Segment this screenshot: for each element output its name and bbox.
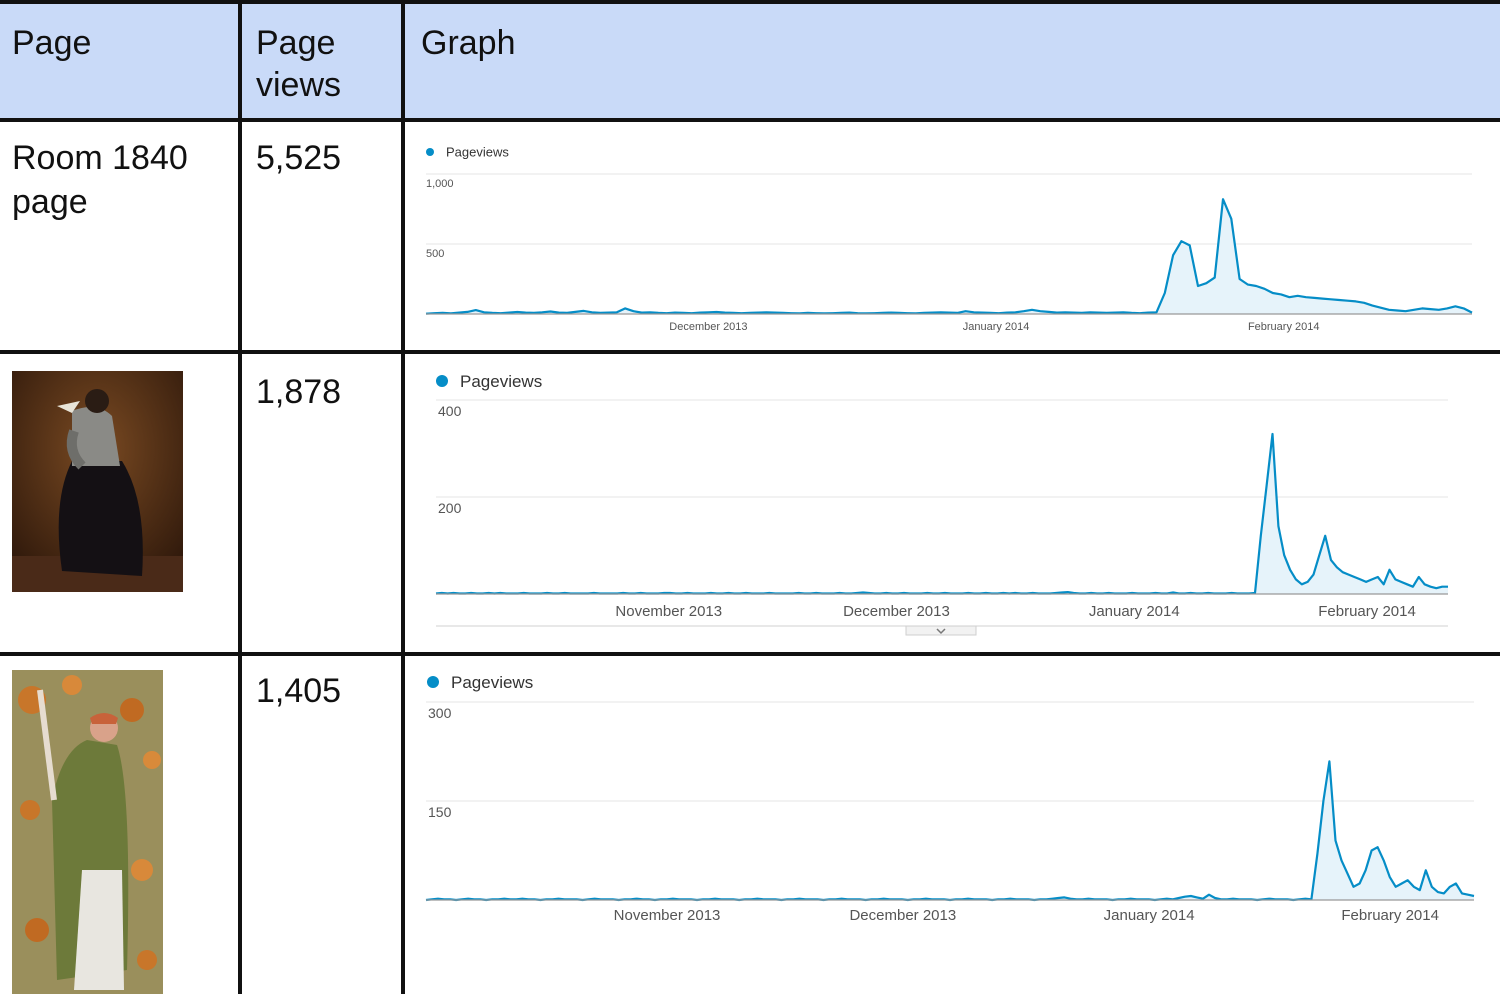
table-header: [0, 0, 1500, 120]
column-header-page-views: Page views: [256, 24, 342, 104]
x-tick-label: December 2013: [849, 907, 956, 924]
y-tick-label: 300: [428, 705, 452, 721]
x-tick-label: November 2013: [615, 603, 722, 620]
table-border-header: [0, 118, 1500, 122]
legend-dot: [427, 676, 439, 688]
x-tick-label: January 2014: [1089, 603, 1180, 620]
y-tick-label: 500: [426, 248, 444, 260]
x-tick-label: February 2014: [1248, 321, 1320, 333]
row-2-pageviews-chart: 400 200 November 2013 December 2013 January …: [430, 368, 1460, 636]
row-3-thumbnail[interactable]: [12, 670, 163, 994]
row-3-pageviews-chart: 300 150 November 2013 December 2013 January …: [420, 668, 1480, 930]
y-tick-label: 400: [438, 403, 462, 419]
x-tick-label: January 2014: [963, 321, 1030, 333]
row-1-page-views: 5,525: [256, 139, 342, 177]
pageviews-series-line: [435, 432, 1448, 595]
pageviews-chart-svg: 400 200 November 2013 December 2013 January …: [435, 372, 1448, 636]
legend-dot: [426, 148, 434, 156]
pageviews-series-line: [425, 198, 1473, 315]
chevron-down-icon: [936, 628, 946, 635]
chart-expand-handle: [905, 625, 977, 636]
painting-woman-green-shawl: [12, 670, 163, 994]
legend-label: Pageviews: [446, 145, 509, 160]
legend-dot: [436, 375, 448, 387]
row-3-page-views: 1,405: [256, 672, 342, 710]
x-tick-label: December 2013: [843, 603, 950, 620]
pageviews-chart-svg: 1,000 500 December 2013 January 2014 Februar…: [425, 145, 1473, 333]
table-border-col-2: [401, 0, 405, 994]
table-border-top: [0, 0, 1500, 4]
row-1-page: Room 1840 page: [12, 139, 188, 221]
y-tick-label: 200: [438, 500, 462, 516]
legend-label: Pageviews: [451, 673, 533, 692]
y-tick-label: 1,000: [426, 178, 454, 190]
row-1-pageviews-chart: 1,000 500 December 2013 January 2014 Februar…: [420, 138, 1480, 338]
table-border-col-1: [238, 0, 242, 994]
x-tick-label: February 2014: [1341, 907, 1439, 924]
pageviews-area: [426, 761, 1474, 900]
x-tick-label: January 2014: [1104, 907, 1195, 924]
table-border-row-2: [0, 652, 1500, 656]
pageviews-area: [426, 199, 1472, 314]
row-2-thumbnail[interactable]: [12, 371, 183, 592]
x-tick-label: February 2014: [1318, 603, 1416, 620]
column-header-page: Page: [12, 24, 92, 62]
row-2-page-views: 1,878: [256, 373, 342, 411]
table-border-row-1: [0, 350, 1500, 354]
pageviews-area: [436, 434, 1448, 594]
pageviews-chart-svg: 300 150 November 2013 December 2013 January …: [425, 673, 1475, 924]
column-header-graph: Graph: [421, 24, 516, 62]
legend-label: Pageviews: [460, 372, 542, 391]
x-tick-label: December 2013: [669, 321, 747, 333]
x-tick-label: November 2013: [614, 907, 721, 924]
y-tick-label: 150: [428, 804, 452, 820]
painting-woman-dark-dress: [12, 371, 183, 592]
